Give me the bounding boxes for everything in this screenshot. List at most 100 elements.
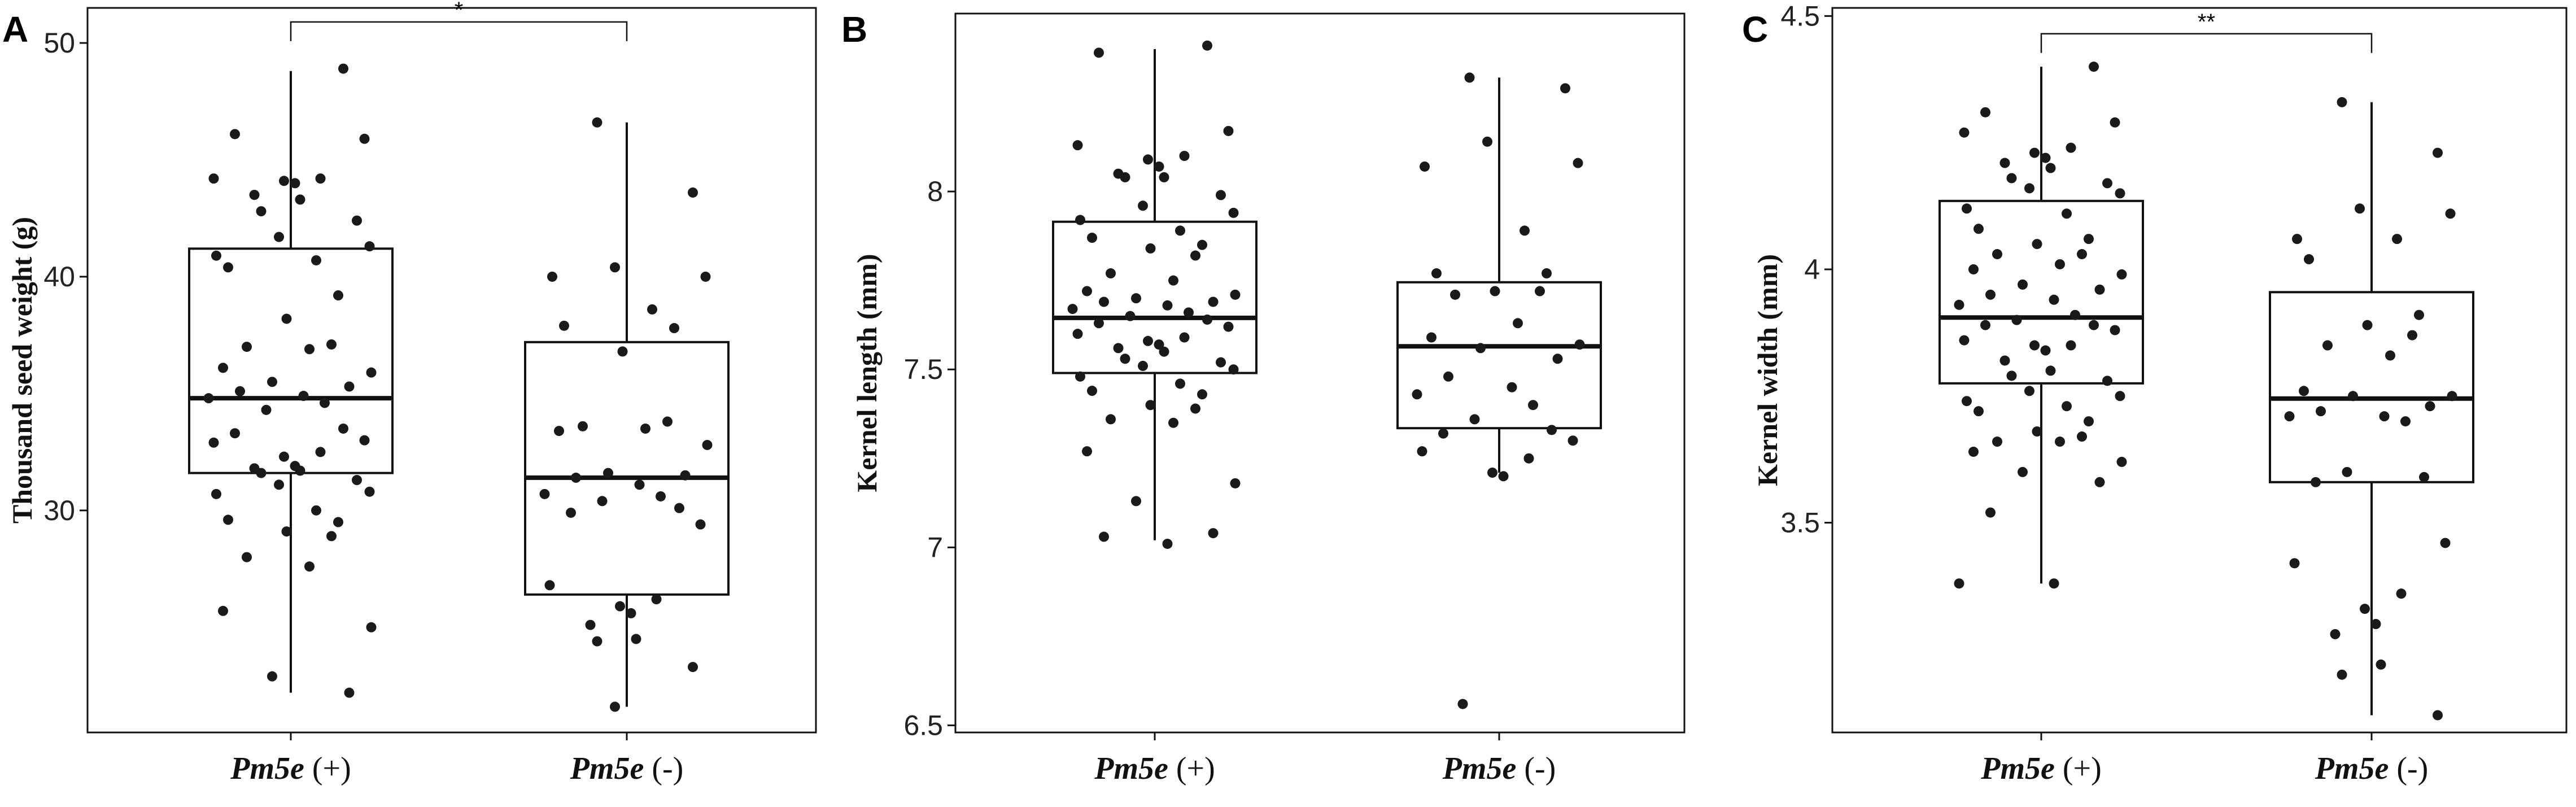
data-point [1547, 425, 1557, 435]
data-point [2322, 340, 2333, 351]
data-point [1230, 478, 1241, 488]
data-point [366, 367, 377, 378]
y-axis-label: Kernel length (mm) [851, 254, 883, 492]
data-point [651, 594, 662, 605]
data-point [1542, 268, 1552, 279]
data-point [2032, 426, 2042, 437]
significance-bracket [2040, 33, 2373, 53]
data-point [1179, 151, 1190, 162]
x-tick-label: Pm5e (+) [230, 751, 351, 786]
data-point [2089, 320, 2099, 330]
data-point [1175, 378, 1185, 389]
data-point [2045, 365, 2056, 376]
data-point [338, 423, 348, 434]
x-tick-gene: Pm5e [1442, 751, 1517, 786]
data-point [1535, 286, 1545, 296]
data-point [2116, 269, 2127, 280]
data-point [304, 561, 315, 572]
data-point [2055, 437, 2065, 447]
data-point [547, 271, 557, 282]
y-tick-label: 7 [927, 531, 943, 563]
x-tick-label: Pm5e (+) [1094, 751, 1215, 786]
data-point [1985, 289, 1996, 300]
data-point [218, 605, 228, 616]
data-point [326, 339, 337, 350]
data-point [544, 580, 555, 591]
data-point [700, 271, 711, 282]
data-point [2414, 309, 2424, 320]
x-tick-gene: Pm5e [1980, 751, 2055, 786]
x-tick-suffix: (-) [644, 751, 683, 786]
data-point [223, 514, 233, 525]
data-point [1228, 364, 1239, 375]
x-tick-gene: Pm5e [570, 751, 644, 786]
data-point [1106, 268, 1116, 279]
data-point [1138, 200, 1148, 211]
data-point [1202, 40, 1212, 51]
y-tick-label: 6.5 [903, 709, 943, 741]
data-point [2292, 234, 2302, 245]
data-point [2284, 411, 2295, 422]
data-point [1216, 357, 1226, 368]
data-point [2024, 183, 2034, 194]
data-point [279, 451, 289, 462]
data-point [2040, 345, 2051, 356]
data-point [610, 701, 620, 712]
data-point [1513, 318, 1523, 329]
data-point [2362, 320, 2373, 330]
data-point [366, 622, 377, 632]
data-point [1208, 296, 1219, 307]
data-point [2311, 477, 2321, 487]
data-point [669, 323, 679, 334]
y-tick-label: 40 [43, 261, 75, 293]
data-point [2089, 62, 2099, 72]
data-point [338, 63, 348, 74]
panel-letter: C [1742, 9, 1768, 50]
data-point [1457, 699, 1468, 709]
data-point [585, 620, 596, 630]
data-point [2316, 406, 2326, 417]
data-point [315, 447, 326, 457]
significance-bracket [290, 21, 628, 41]
data-point [1082, 286, 1092, 296]
x-tick-label: Pm5e (-) [570, 751, 684, 786]
data-point [352, 475, 362, 486]
data-point [1168, 417, 1178, 428]
data-point [2400, 416, 2411, 427]
data-point [617, 346, 628, 357]
data-point [344, 381, 355, 392]
box-iqr [188, 247, 394, 474]
data-point [1202, 314, 1212, 325]
data-point [1959, 127, 1970, 138]
panel-letter: B [841, 9, 867, 50]
data-point [2018, 279, 2028, 290]
data-point [2407, 330, 2417, 341]
data-point [603, 468, 613, 478]
data-point [326, 531, 337, 542]
data-point [2055, 259, 2065, 269]
data-point [1075, 371, 1085, 382]
data-point [1106, 414, 1116, 425]
data-point [578, 421, 588, 431]
data-point [1168, 275, 1178, 286]
data-point [647, 304, 657, 315]
data-point [2066, 142, 2076, 153]
data-point [2049, 294, 2059, 305]
y-tick-label: 3.5 [1780, 507, 1820, 539]
data-point [1523, 453, 1534, 464]
data-point [1072, 329, 1083, 339]
data-point [1985, 507, 1996, 518]
data-point [1968, 264, 1979, 274]
data-point [2425, 401, 2435, 412]
data-point [1197, 239, 1207, 250]
data-point [680, 470, 691, 481]
data-point [267, 377, 277, 387]
y-tick-label: 8 [927, 176, 943, 207]
data-point [230, 428, 240, 439]
data-point [2029, 147, 2040, 158]
data-point [1230, 289, 1241, 300]
data-point [662, 416, 673, 427]
data-point [315, 173, 326, 184]
